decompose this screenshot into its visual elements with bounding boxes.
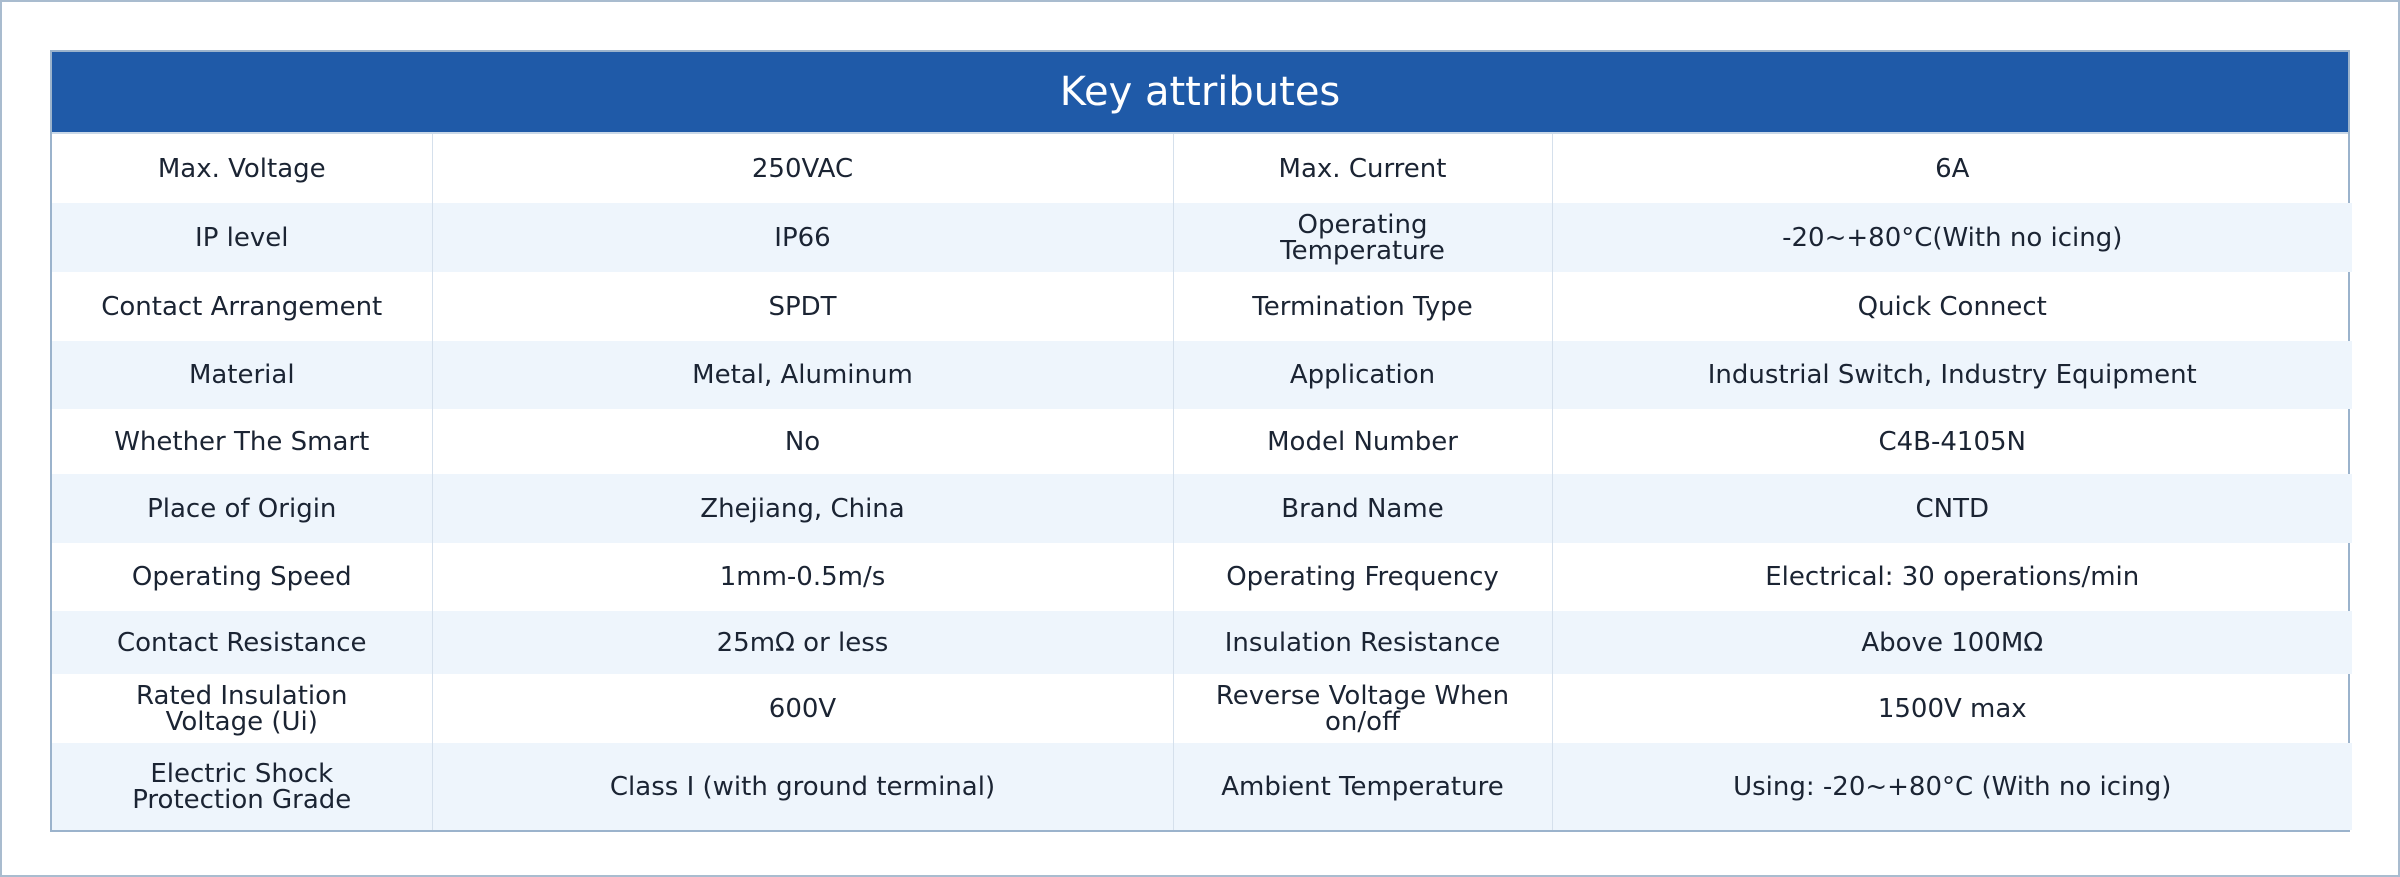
attribute-value: Zhejiang, China [431, 474, 1173, 543]
attribute-name: Contact Resistance [52, 611, 432, 674]
attribute-value: Electrical: 30 operations/min [1551, 543, 2352, 611]
attribute-name: IP level [52, 203, 432, 272]
attribute-value: No [431, 409, 1173, 474]
table-title: Key attributes [52, 52, 2348, 134]
table-row: Contact Resistance 25mΩ or less Insulation… [52, 611, 2352, 674]
attributes-grid: Max. Voltage 250VAC Max. Current 6A IP level… [52, 134, 2352, 830]
attribute-name: Termination Type [1172, 272, 1552, 341]
table-row: Place of Origin Zhejiang, China Brand Name… [52, 474, 2352, 543]
table-row: Rated Insulation Voltage (Ui) 600V Reverse… [52, 674, 2352, 743]
attribute-name: Reverse Voltage When on/off [1172, 674, 1552, 743]
attribute-value: Metal, Aluminum [431, 341, 1173, 409]
attribute-name: Ambient Temperature [1172, 743, 1552, 830]
attribute-name: Material [52, 341, 432, 409]
attribute-name: Operating Speed [131, 562, 352, 592]
attribute-name: Electric Shock Protection Grade [52, 743, 432, 830]
attribute-value: 600V [431, 674, 1173, 743]
attribute-value: IP66 [431, 203, 1173, 272]
attribute-value: 25mΩ or less [431, 611, 1173, 674]
attribute-value: Above 100MΩ [1551, 611, 2352, 674]
attributes-table: Key attributes Max. Voltage 250VAC Max. Cu… [50, 50, 2352, 832]
attribute-name: Insulation Resistance [1172, 611, 1552, 674]
attribute-value: 6A [1551, 134, 2352, 203]
attribute-value: CNTD [1551, 474, 2352, 543]
attribute-value: 1500V max [1551, 674, 2352, 743]
attribute-name: Application [1172, 341, 1552, 409]
attribute-name: Whether The Smart [114, 426, 370, 457]
attribute-value: 250VAC [431, 134, 1173, 203]
attribute-value: Quick Connect [1551, 272, 2352, 341]
table-row: Max. Voltage 250VAC Max. Current 6A [52, 134, 2352, 203]
attribute-name: Brand Name [1172, 474, 1552, 543]
attribute-name: Operating Frequency [1172, 543, 1552, 611]
attribute-name: Contact Arrangement [101, 291, 383, 322]
table-row: Electric Shock Protection Grade Class I (… [52, 743, 2352, 830]
attribute-value: SPDT [431, 272, 1173, 341]
table-row: Material Metal, Aluminum Application Indust… [52, 341, 2352, 409]
attribute-value: Industrial Switch, Industry Equipment [1551, 341, 2352, 409]
table-row: Contact Arrangement SPDT Termination Type Q… [52, 272, 2352, 341]
attribute-value: -20~+80°C(With no icing) [1551, 203, 2352, 272]
attribute-value: Class I (with ground terminal) [431, 743, 1173, 830]
attribute-name: Rated Insulation Voltage (Ui) [135, 680, 348, 737]
table-row: Whether The Smart No Model Number C4B-4105N [52, 409, 2352, 474]
table-row: IP level IP66 Operating Temperature -20~+80… [52, 203, 2352, 272]
attribute-value: Using: -20~+80°C (With no icing) [1551, 743, 2352, 830]
attribute-name: Model Number [1172, 409, 1552, 474]
attribute-name: Max. Current [1172, 134, 1552, 203]
attribute-value: 1mm-0.5m/s [431, 543, 1173, 611]
attribute-name: Max. Voltage [157, 153, 326, 184]
table-row: Operating Speed 1mm-0.5m/s Operating Frequ… [52, 543, 2352, 611]
attribute-name: Operating Temperature [1172, 203, 1552, 272]
attribute-name: Place of Origin [52, 474, 432, 543]
attribute-value: C4B-4105N [1551, 409, 2352, 474]
